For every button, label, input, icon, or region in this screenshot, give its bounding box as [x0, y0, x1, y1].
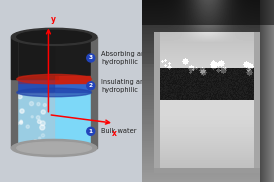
Ellipse shape	[12, 139, 97, 157]
Circle shape	[87, 82, 95, 90]
Circle shape	[17, 122, 19, 125]
Circle shape	[43, 104, 46, 106]
Ellipse shape	[17, 74, 92, 84]
Ellipse shape	[17, 142, 92, 154]
Bar	[17, 79, 54, 92]
Text: Bulk water: Bulk water	[101, 128, 137, 134]
Bar	[92, 37, 97, 148]
Circle shape	[41, 134, 45, 137]
Bar	[17, 37, 54, 79]
Circle shape	[41, 110, 45, 114]
Ellipse shape	[17, 30, 92, 43]
Ellipse shape	[17, 88, 92, 97]
Circle shape	[20, 109, 24, 113]
Text: 3: 3	[89, 56, 93, 60]
Bar	[17, 37, 92, 79]
Circle shape	[38, 120, 41, 123]
Circle shape	[20, 120, 22, 123]
Circle shape	[26, 125, 29, 128]
Text: y: y	[51, 15, 56, 24]
Circle shape	[37, 102, 40, 106]
Circle shape	[39, 137, 41, 139]
Circle shape	[87, 127, 95, 135]
Circle shape	[20, 121, 23, 124]
Bar	[17, 92, 54, 148]
Circle shape	[33, 140, 38, 144]
Circle shape	[36, 116, 40, 119]
Bar	[12, 37, 17, 148]
Circle shape	[40, 125, 45, 130]
Circle shape	[18, 94, 22, 99]
Bar	[12, 37, 17, 79]
Bar	[17, 92, 92, 148]
Circle shape	[41, 121, 45, 126]
Ellipse shape	[12, 28, 97, 45]
Bar	[17, 79, 92, 92]
Circle shape	[87, 54, 95, 62]
Text: x: x	[112, 129, 116, 138]
Bar	[17, 76, 92, 83]
Circle shape	[31, 116, 33, 118]
Text: 1: 1	[89, 129, 93, 134]
Bar	[17, 76, 58, 79]
Circle shape	[29, 102, 33, 106]
Text: Insulating and
hydrophilic: Insulating and hydrophilic	[101, 79, 149, 92]
Text: 2: 2	[89, 83, 93, 88]
Text: Absorbing and
hydrophilic: Absorbing and hydrophilic	[101, 51, 150, 65]
